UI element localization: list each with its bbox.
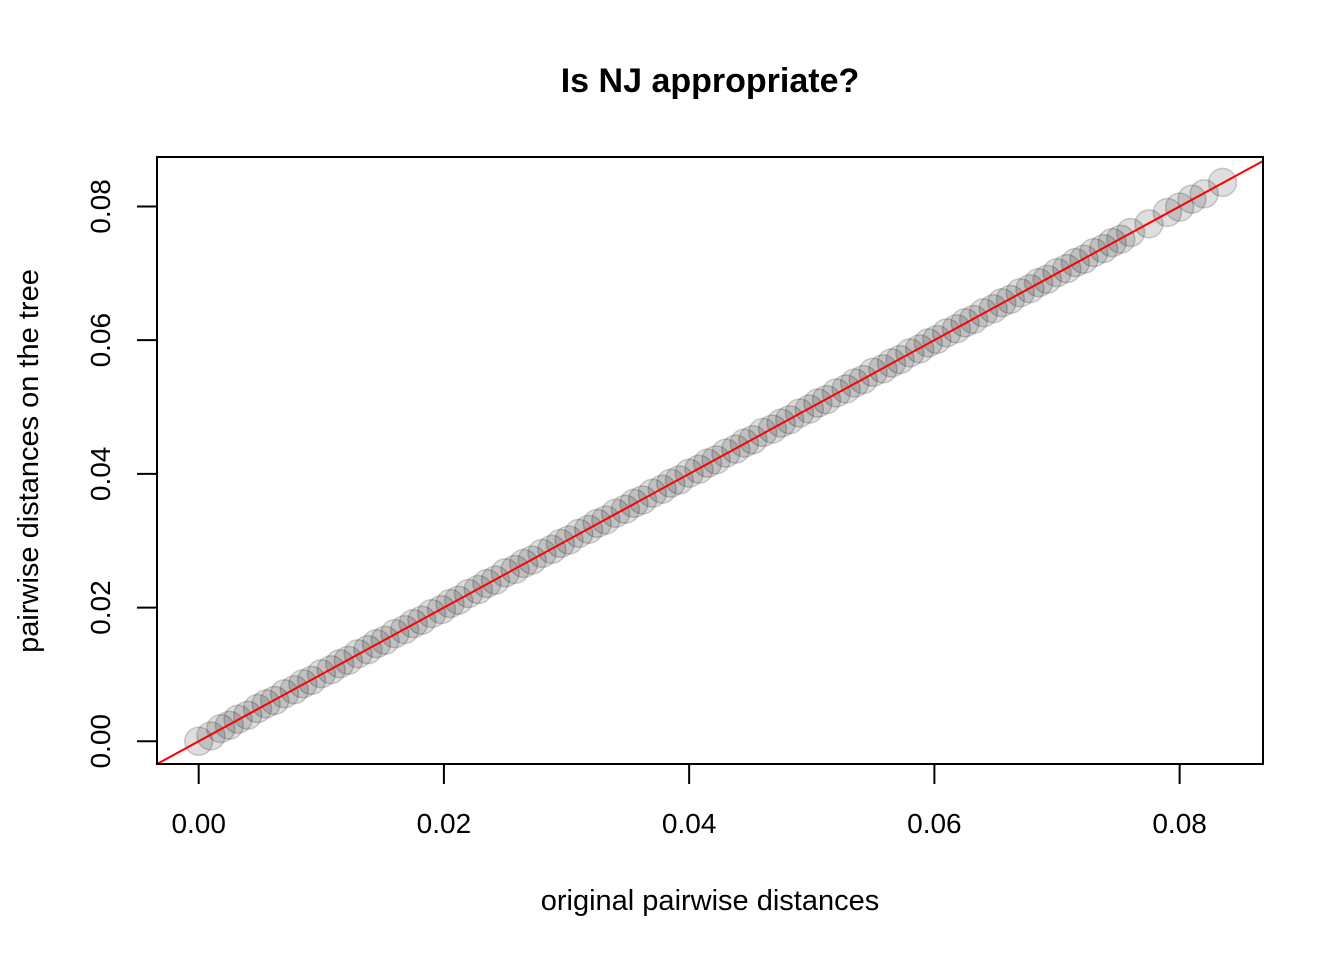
y-axis-label: pairwise distances on the tree [13, 269, 45, 653]
y-tick-label: 0.02 [85, 580, 116, 635]
y-tick-label: 0.08 [85, 179, 116, 234]
x-tick-label: 0.00 [171, 808, 226, 839]
x-tick-label: 0.04 [662, 808, 717, 839]
data-point [490, 558, 520, 588]
data-point [196, 721, 226, 751]
x-axis-label: original pairwise distances [541, 885, 880, 917]
x-tick-label: 0.08 [1152, 808, 1207, 839]
y-tick-label: 0.00 [85, 714, 116, 769]
y-axis: 0.00 0.02 0.04 0.06 0.08 [85, 179, 158, 769]
x-axis: 0.00 0.02 0.04 0.06 0.08 [171, 763, 1207, 839]
data-point [858, 357, 888, 388]
y-tick-label: 0.06 [85, 313, 116, 368]
y-tick-label: 0.04 [85, 447, 116, 502]
chart-title: Is NJ appropriate? [561, 62, 860, 100]
x-tick-label: 0.02 [417, 808, 472, 839]
reference-line [157, 160, 1263, 764]
data-point [747, 417, 778, 448]
x-tick-label: 0.06 [907, 808, 962, 839]
reference-line-layer [157, 160, 1263, 764]
